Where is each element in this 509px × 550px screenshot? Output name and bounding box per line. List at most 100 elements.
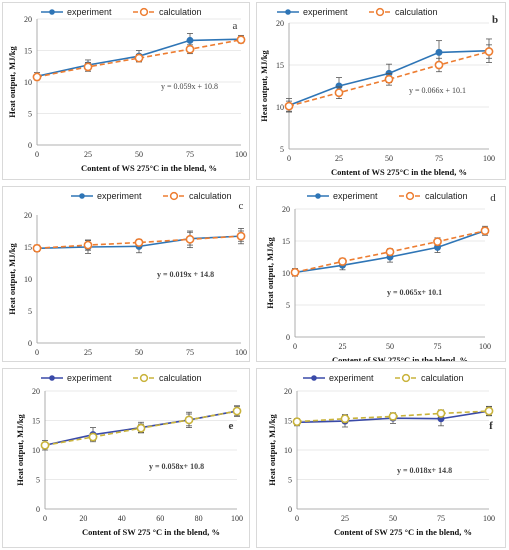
regression-equation: y = 0.065x+ 10.1 xyxy=(387,288,442,297)
x-tick-label: 40 xyxy=(118,514,126,523)
y-tick-label: 10 xyxy=(284,446,292,455)
data-point-calculation xyxy=(338,257,347,266)
y-tick-label: 10 xyxy=(24,275,32,284)
data-point-calculation xyxy=(185,44,195,54)
legend-marker-experiment xyxy=(311,375,317,381)
x-tick-label: 0 xyxy=(293,342,297,351)
x-tick-label: 100 xyxy=(479,342,491,351)
x-tick-label: 100 xyxy=(483,154,495,163)
data-point-calculation xyxy=(484,47,494,56)
x-tick-label: 0 xyxy=(287,154,291,163)
data-point-calculation xyxy=(83,62,93,72)
y-tick-label: 20 xyxy=(32,387,40,396)
panel-letter: e xyxy=(229,420,234,432)
data-point-experiment xyxy=(435,48,443,56)
y-tick-label: 20 xyxy=(276,19,284,28)
y-tick-label: 0 xyxy=(28,339,32,348)
y-tick-label: 5 xyxy=(36,476,40,485)
x-tick-label: 50 xyxy=(135,348,143,357)
chart-b-svg: 5 10 15 20 0 25 50 75 100 Content of WS 275°C in … xyxy=(259,7,498,177)
x-tick-label: 60 xyxy=(156,514,164,523)
x-tick-label: 20 xyxy=(79,514,87,523)
legend-marker-calculation xyxy=(375,7,385,17)
data-point-calculation xyxy=(232,406,242,416)
chart-d-svg: 0 5 10 15 20 0 25 50 75 100 Content of SW 275°C in… xyxy=(265,191,496,361)
data-point-calculation xyxy=(236,35,246,45)
data-point-calculation xyxy=(88,432,98,442)
data-point-calculation xyxy=(184,415,194,425)
y-tick-label: 15 xyxy=(24,243,32,252)
legend-label-experiment: experiment xyxy=(303,7,348,17)
data-point-calculation xyxy=(385,247,395,257)
x-tick-label: 0 xyxy=(35,150,39,159)
y-tick-label: 15 xyxy=(284,417,292,426)
legend-label-experiment: experiment xyxy=(67,373,112,383)
legend-marker-calculation xyxy=(139,7,149,17)
data-point-calculation xyxy=(436,409,446,418)
regression-equation: y = 0.058x+ 10.8 xyxy=(149,462,204,471)
y-tick-label: 10 xyxy=(282,269,290,278)
chart-f-svg: 0 5 10 15 20 0 25 50 75 100 Content of SW 275 °C i… xyxy=(267,373,495,537)
x-tick-label: 75 xyxy=(434,342,442,351)
legend-marker-experiment xyxy=(79,193,85,199)
data-point-calculation xyxy=(136,423,146,433)
y-tick-label: 15 xyxy=(282,237,290,246)
data-point-calculation xyxy=(134,238,144,247)
panel-letter: a xyxy=(233,20,238,32)
data-point-calculation xyxy=(40,440,50,450)
legend-marker-calculation xyxy=(169,191,179,201)
y-tick-label: 0 xyxy=(288,505,292,514)
y-tick-label: 10 xyxy=(276,103,284,112)
y-axis-label: Heat output, MJ/kg xyxy=(15,413,25,485)
x-tick-label: 0 xyxy=(43,514,47,523)
data-point-calculation xyxy=(433,237,442,247)
data-point-calculation xyxy=(292,417,302,427)
data-point-calculation xyxy=(83,240,93,250)
chart-a-svg: 0 5 10 15 20 0 25 50 75 100 Content of WS 275°C in… xyxy=(7,7,247,173)
data-point-calculation xyxy=(284,101,294,111)
data-point-calculation xyxy=(236,231,246,241)
y-tick-label: 5 xyxy=(286,301,290,310)
legend-marker-experiment xyxy=(49,375,55,381)
y-tick-label: 15 xyxy=(32,417,40,426)
chart-panel-d: 0 5 10 15 20 0 25 50 75 100 Content of SW 275°C in… xyxy=(256,186,506,362)
data-point-calculation xyxy=(388,411,398,421)
chart-panel-a: 0 5 10 15 20 0 25 50 75 100 Content of WS 275°C in… xyxy=(2,2,250,180)
legend-label-calculation: calculation xyxy=(189,191,232,201)
legend-marker-experiment xyxy=(49,9,55,15)
series-line-calculation xyxy=(36,39,242,78)
panel-letter: d xyxy=(490,192,496,204)
legend-label-experiment: experiment xyxy=(329,373,374,383)
legend-label-experiment: experiment xyxy=(97,191,142,201)
x-tick-label: 80 xyxy=(195,514,203,523)
data-point-calculation xyxy=(334,88,344,98)
y-tick-label: 5 xyxy=(28,110,32,119)
data-point-calculation xyxy=(434,60,444,70)
y-axis-label: Heat output, MJ/kg xyxy=(7,45,17,117)
y-tick-label: 10 xyxy=(24,78,32,87)
x-tick-label: 25 xyxy=(341,514,349,523)
x-tick-label: 50 xyxy=(135,150,143,159)
legend-label-calculation: calculation xyxy=(395,7,438,17)
legend-marker-calculation xyxy=(405,191,415,201)
panel-letter: b xyxy=(492,14,498,26)
x-axis-label: Content of SW 275 °C in the blend, % xyxy=(334,527,472,537)
x-tick-label: 75 xyxy=(437,514,445,523)
y-tick-label: 20 xyxy=(282,205,290,214)
y-tick-label: 20 xyxy=(284,387,292,396)
legend-marker-calculation xyxy=(139,373,149,383)
data-point-calculation xyxy=(185,234,195,244)
data-point-calculation xyxy=(340,414,350,424)
y-tick-label: 5 xyxy=(288,476,292,485)
x-tick-label: 25 xyxy=(84,150,92,159)
x-tick-label: 75 xyxy=(186,150,194,159)
y-tick-label: 15 xyxy=(24,47,32,56)
regression-equation: y = 0.019x + 14.8 xyxy=(157,270,214,279)
x-axis-label: Content of WS 275°C in the blend, % xyxy=(81,163,217,173)
legend-label-experiment: experiment xyxy=(67,7,112,17)
legend-marker-experiment xyxy=(315,193,321,199)
legend-label-experiment: experiment xyxy=(333,191,378,201)
data-point-calculation xyxy=(290,267,300,277)
chart-e-svg: 0 5 10 15 20 0 20 40 60 80 100 Content of SW 275 °C… xyxy=(15,373,243,537)
